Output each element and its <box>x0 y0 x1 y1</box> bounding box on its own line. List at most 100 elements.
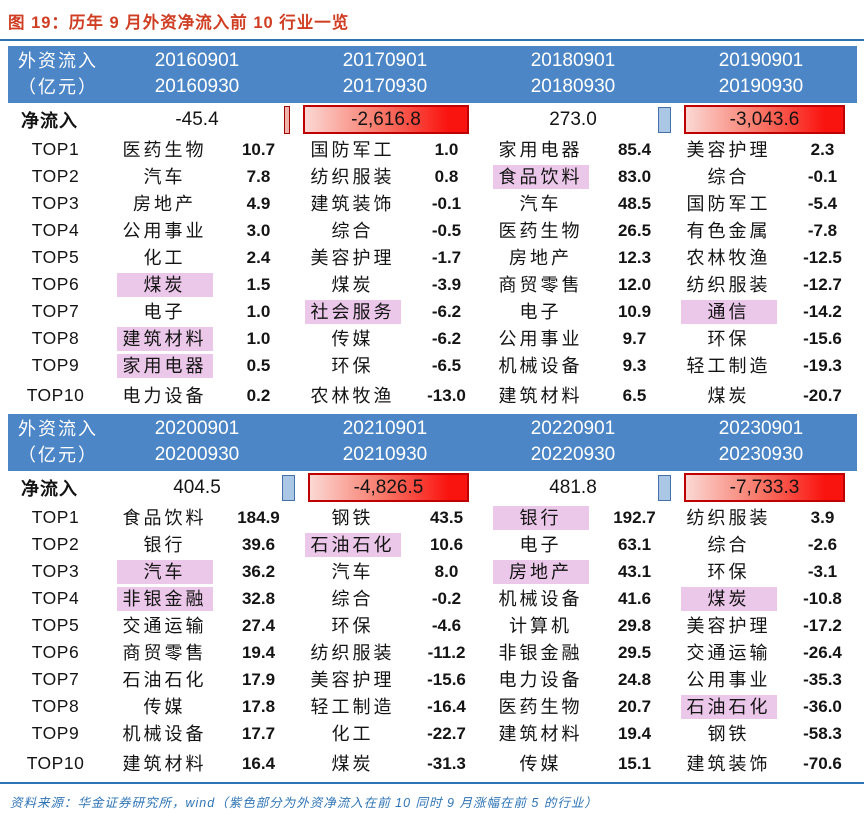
netflow-table-1: 外资流入 （亿元） 20160901 20160930 20170901 20170930… <box>8 46 857 412</box>
industry-cell: 公用事业 <box>479 327 602 351</box>
industry-name: 综合 <box>707 534 750 555</box>
industry-cell: 建筑材料 <box>103 326 226 351</box>
industry-name: 综合 <box>331 220 374 241</box>
value-cell: 184.9 <box>237 507 280 527</box>
industry-cell: 机械设备 <box>479 587 602 611</box>
industry-name: 交通运输 <box>686 642 771 663</box>
net-inflow-cell: -2,616.8 <box>284 103 479 136</box>
value-cell: 0.8 <box>434 166 459 186</box>
industry-name: 纺织服装 <box>686 274 771 295</box>
value-cell: -12.7 <box>803 274 842 294</box>
industry-cell: 国防军工 <box>667 192 790 216</box>
table-row: TOP1 医药生物 10.7 国防军工 1.0 家用电器 85.4 美容护理 2.3 <box>8 136 857 163</box>
net-inflow-label: 净流入 <box>21 478 78 499</box>
industry-cell: 钢铁 <box>291 506 414 530</box>
industry-cell: 石油石化 <box>291 532 414 557</box>
table-row: TOP4 非银金融 32.8 综合 -0.2 机械设备 41.6 煤炭 -10.8 <box>8 585 857 612</box>
industry-name: 医药生物 <box>498 220 583 241</box>
value-cell: 17.8 <box>241 696 276 716</box>
period-header: 20190901 20190930 <box>667 48 855 100</box>
table-row: TOP8 建筑材料 1.0 传媒 -6.2 公用事业 9.7 环保 -15.6 <box>8 325 857 352</box>
industry-cell: 食品饮料 <box>479 164 602 189</box>
industry-name: 商贸零售 <box>498 274 583 295</box>
industry-cell: 综合 <box>291 587 414 611</box>
value-cell: 10.7 <box>241 139 276 159</box>
period-start: 20170901 <box>342 50 428 71</box>
industry-name: 汽车 <box>143 166 186 187</box>
period-start: 20190901 <box>718 50 804 71</box>
value-cell: 192.7 <box>613 507 656 527</box>
period-start: 20160901 <box>154 50 240 71</box>
industry-name: 美容护理 <box>310 247 395 268</box>
value-cell: 1.0 <box>246 301 271 321</box>
net-inflow-row: 净流入 404.5 -4,826.5 481.8 -7,733.3 <box>8 471 857 504</box>
industry-name: 煤炭 <box>331 753 374 774</box>
industry-cell: 建筑材料 <box>103 752 226 776</box>
value-cell: 10.6 <box>429 534 464 554</box>
industry-cell: 综合 <box>667 165 790 189</box>
industry-cell: 美容护理 <box>667 138 790 162</box>
industry-name: 机械设备 <box>122 723 207 744</box>
rank-label: TOP4 <box>31 588 80 608</box>
value-cell: -1.7 <box>431 247 462 267</box>
net-inflow-cell: 404.5 <box>173 476 221 498</box>
rank-label: TOP3 <box>31 561 80 581</box>
industry-name: 银行 <box>143 534 186 555</box>
industry-name: 纺织服装 <box>310 166 395 187</box>
value-cell: 4.9 <box>246 193 271 213</box>
industry-cell: 电子 <box>479 300 602 324</box>
value-cell: 2.4 <box>246 247 271 267</box>
industry-cell: 纺织服装 <box>667 506 790 530</box>
industry-name: 计算机 <box>509 615 572 636</box>
industry-cell: 美容护理 <box>291 246 414 270</box>
rank-label: TOP5 <box>31 615 80 635</box>
value-cell: 43.1 <box>617 561 652 581</box>
value-cell: 17.9 <box>241 669 276 689</box>
industry-cell: 建筑材料 <box>479 384 602 408</box>
value-cell: 27.4 <box>241 615 276 635</box>
period-end: 20180930 <box>530 76 616 97</box>
value-cell: 1.0 <box>434 139 459 159</box>
value-cell: -3.1 <box>807 561 838 581</box>
industry-cell: 纺织服装 <box>291 165 414 189</box>
industry-cell: 交通运输 <box>667 641 790 665</box>
value-cell: 9.3 <box>622 355 647 375</box>
rank-label: TOP7 <box>31 301 80 321</box>
industry-name-highlighted: 煤炭 <box>116 272 213 297</box>
industry-cell: 医药生物 <box>479 695 602 719</box>
value-cell: 2.3 <box>810 139 835 159</box>
databar-sliver-red <box>284 105 290 134</box>
period-header: 20210901 20210930 <box>291 416 479 468</box>
industry-name-highlighted: 石油石化 <box>680 694 777 719</box>
industry-cell: 计算机 <box>479 614 602 638</box>
value-cell: -6.2 <box>431 301 462 321</box>
industry-cell: 公用事业 <box>103 219 226 243</box>
value-cell: -22.7 <box>427 723 466 743</box>
industry-name: 建筑材料 <box>498 723 583 744</box>
value-cell: -19.3 <box>803 355 842 375</box>
industry-cell: 机械设备 <box>103 722 226 746</box>
net-inflow-cell: -4,826.5 <box>282 471 479 504</box>
value-cell: 12.0 <box>617 274 652 294</box>
value-cell: -31.3 <box>427 753 466 773</box>
industry-name: 煤炭 <box>707 385 750 406</box>
industry-name: 房地产 <box>133 193 196 214</box>
industry-name: 建筑装饰 <box>686 753 771 774</box>
industry-cell: 纺织服装 <box>291 641 414 665</box>
value-cell: 16.4 <box>241 753 276 773</box>
databar-sliver-blue <box>658 474 671 501</box>
industry-cell: 化工 <box>291 722 414 746</box>
industry-name: 建筑装饰 <box>310 193 395 214</box>
value-cell: -0.1 <box>431 193 462 213</box>
industry-cell: 电力设备 <box>479 668 602 692</box>
period-start: 20210901 <box>342 418 428 439</box>
value-cell: 20.7 <box>617 696 652 716</box>
netflow-table-2: 外资流入 （亿元） 20200901 20200930 20210901 20210930… <box>8 414 857 780</box>
value-cell: 6.5 <box>622 385 647 405</box>
industry-cell: 美容护理 <box>291 668 414 692</box>
rank-label: TOP10 <box>26 753 85 773</box>
industry-cell: 纺织服装 <box>667 273 790 297</box>
rank-label: TOP6 <box>31 274 80 294</box>
rank-label: TOP1 <box>31 507 80 527</box>
